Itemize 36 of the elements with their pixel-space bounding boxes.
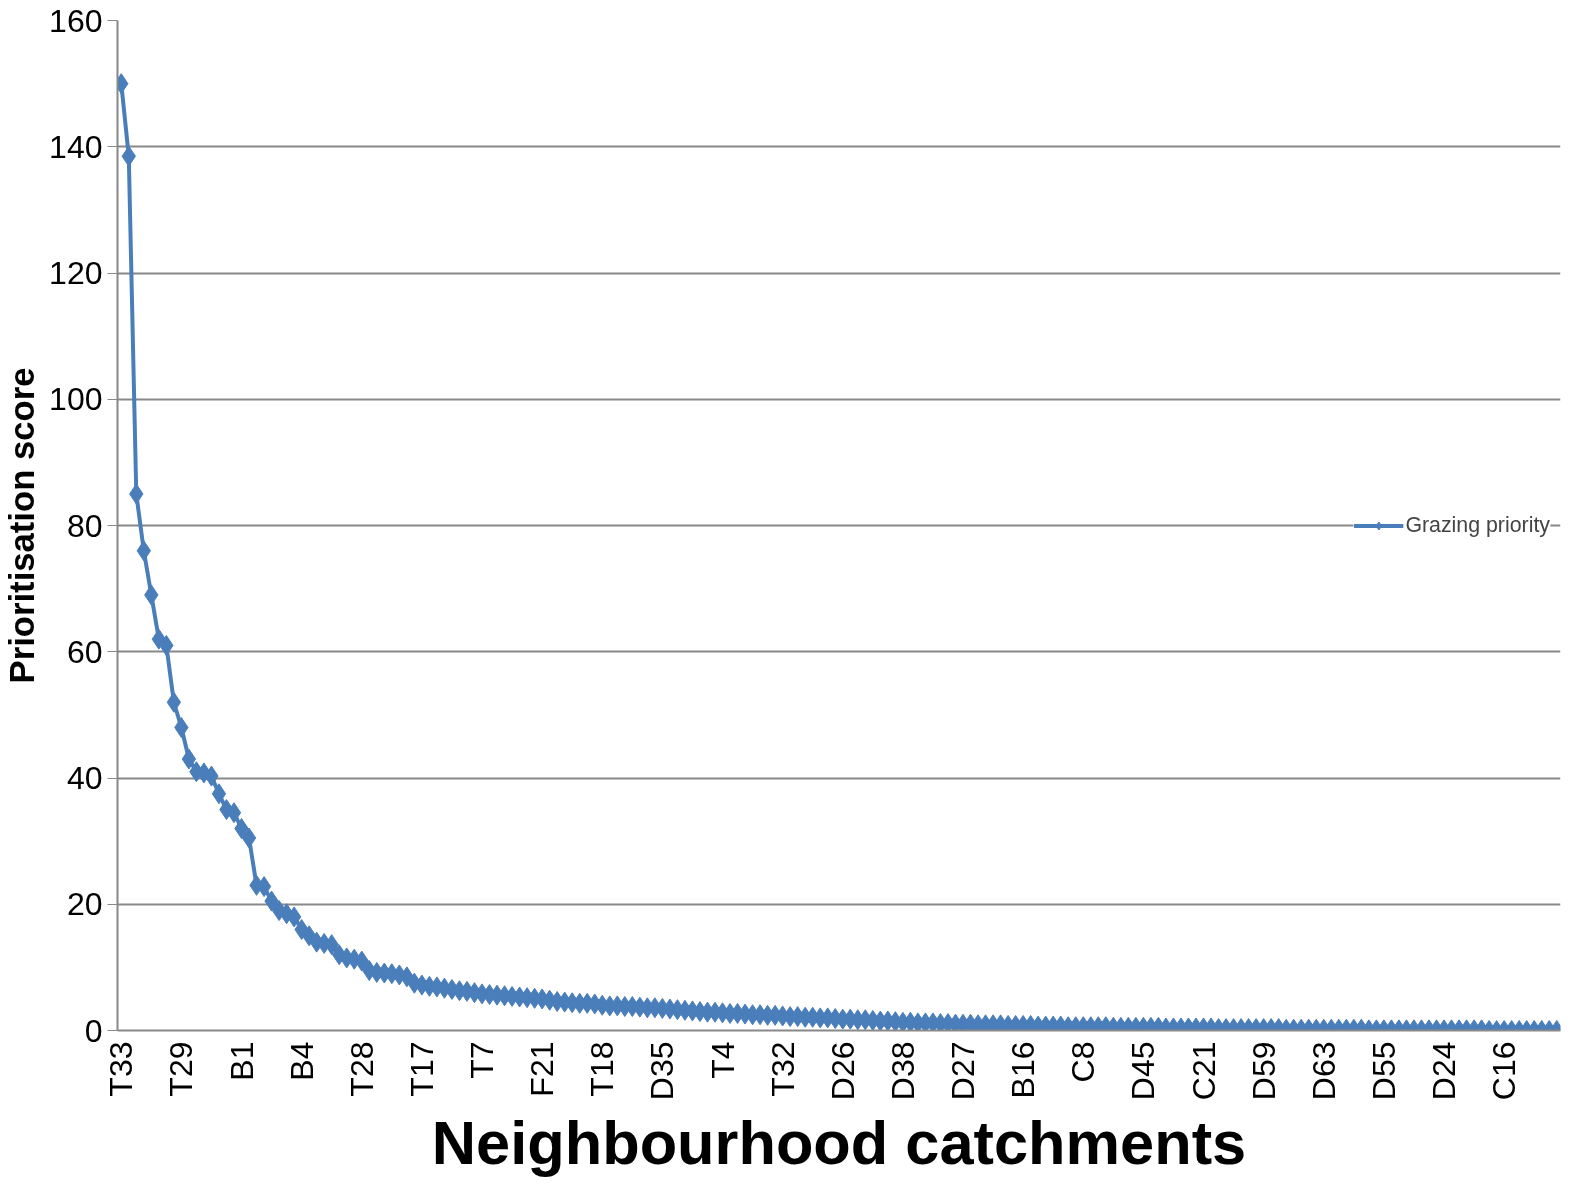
- y-tick-label: 40: [66, 760, 103, 796]
- x-tick-label: B1: [223, 1041, 260, 1081]
- x-tick-label: D35: [644, 1041, 681, 1101]
- x-tick-label: T28: [343, 1041, 380, 1097]
- x-tick-label: T32: [764, 1041, 801, 1097]
- x-tick-label: T33: [103, 1041, 140, 1097]
- x-tick-label: D24: [1426, 1041, 1463, 1101]
- x-tick-label: B16: [1005, 1041, 1042, 1099]
- x-tick-label: C16: [1486, 1041, 1523, 1101]
- x-tick-label: D45: [1125, 1041, 1162, 1101]
- legend-label: Grazing priority: [1405, 512, 1550, 538]
- y-tick-label: 100: [49, 381, 103, 418]
- x-tick-label: B4: [283, 1041, 320, 1081]
- x-tick-label: D27: [945, 1041, 982, 1101]
- y-axis-title: Prioritisation score: [3, 367, 42, 684]
- y-tick-label: 60: [66, 633, 103, 670]
- x-tick-label: F21: [524, 1041, 561, 1097]
- x-tick-label: T18: [584, 1041, 621, 1097]
- x-axis-title: Neighbourhood catchments: [431, 1108, 1247, 1178]
- x-tick-label: T17: [403, 1041, 440, 1097]
- x-tick-label: T4: [704, 1041, 741, 1079]
- y-tick-label: 120: [49, 255, 103, 291]
- x-tick-label: D38: [884, 1041, 921, 1101]
- y-tick-label: 80: [66, 507, 103, 544]
- x-tick-label: D59: [1245, 1041, 1282, 1101]
- x-tick-label: C8: [1065, 1041, 1102, 1083]
- x-tick-label: D63: [1305, 1041, 1342, 1101]
- y-tick-label: 0: [84, 1012, 103, 1049]
- x-tick-label: T29: [163, 1041, 200, 1097]
- y-tick-label: 160: [49, 2, 103, 39]
- y-tick-label: 140: [49, 128, 103, 165]
- x-tick-label: C21: [1185, 1041, 1222, 1101]
- y-tick-label: 20: [66, 886, 103, 923]
- x-tick-label: D55: [1365, 1041, 1402, 1101]
- x-tick-label: D26: [824, 1041, 861, 1101]
- x-tick-label: T7: [464, 1041, 501, 1079]
